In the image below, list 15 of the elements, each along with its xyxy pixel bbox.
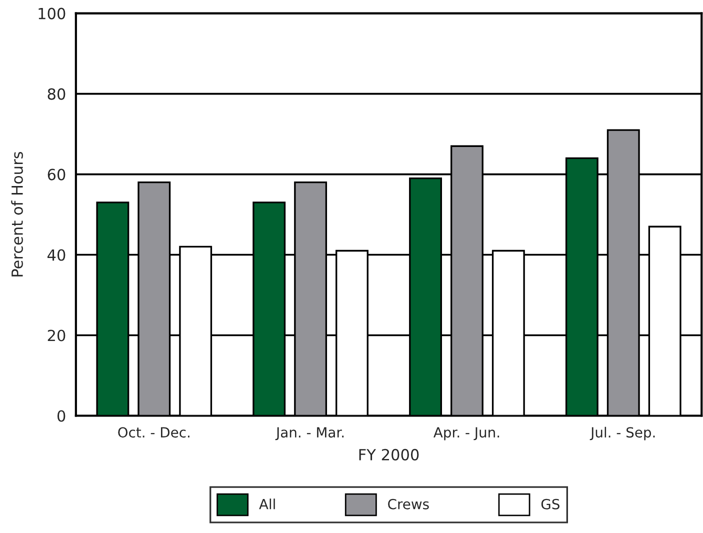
- y-axis-title: Percent of Hours: [11, 152, 23, 276]
- legend-label: All: [259, 498, 275, 510]
- legend-label: Crews: [388, 498, 429, 510]
- x-tick-label: Oct. - Dec.: [118, 427, 190, 438]
- x-axis-title: FY 2000: [359, 448, 419, 460]
- y-tick-label: 60: [48, 168, 66, 180]
- y-tick-label: 20: [48, 330, 66, 342]
- x-tick-label: Jan. - Mar.: [275, 427, 344, 440]
- y-tick-label: 0: [57, 410, 66, 422]
- x-tick-label: Apr. - Jun.: [434, 427, 500, 440]
- x-tick-label: Jul. - Sep.: [590, 426, 655, 440]
- y-tick-label: 80: [48, 88, 66, 100]
- y-tick-label: 100: [38, 8, 66, 20]
- legend-label: GS: [541, 498, 560, 510]
- y-tick-label: 40: [48, 249, 66, 261]
